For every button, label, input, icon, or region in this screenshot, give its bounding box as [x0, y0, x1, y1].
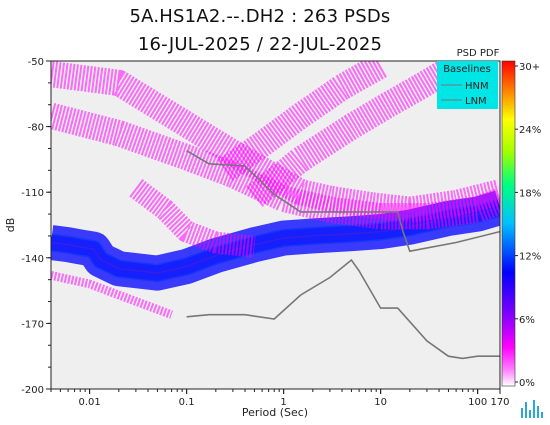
- legend-hnm-label: HNM: [465, 81, 489, 92]
- legend-lnm-label: LNM: [465, 96, 487, 107]
- density-band-4: [217, 61, 388, 181]
- y-tick-label-2: -110: [21, 188, 44, 199]
- chart-title: 5A.HS1A2.--.DH2 : 263 PSDs: [129, 6, 391, 27]
- y-tick-label-4: -170: [21, 319, 44, 330]
- baseline-lines: [186, 150, 500, 360]
- x-tick-label-5: 170: [490, 397, 509, 408]
- colorbar-title: PSD PDF: [457, 48, 500, 59]
- density-band-3: [51, 102, 500, 230]
- y-axis-ticks: -50 -80 -110 -140 -170 -200: [21, 57, 51, 396]
- y-tick-label-0: -50: [28, 57, 44, 68]
- colorbar-tick-label-4: 6%: [519, 315, 535, 326]
- x-tick-label-1: 0.1: [179, 397, 195, 408]
- plot-frame: [50, 60, 501, 390]
- colorbar-ticks: 30+ 24% 18% 12% 6% 0%: [515, 62, 541, 389]
- density-band-5: [246, 61, 463, 207]
- x-axis-ticks: 0.01 0.1 1 10 100 170: [50, 389, 510, 408]
- y-tick-label-1: -80: [28, 123, 44, 134]
- legend-title: Baselines: [443, 64, 491, 75]
- y-axis-label: dB: [4, 218, 17, 233]
- y-tick-label-5: -200: [21, 385, 44, 396]
- chart-subtitle: 16-JUL-2025 / 22-JUL-2025: [137, 34, 383, 55]
- colorbar: [501, 60, 516, 387]
- colorbar-tick-label-5: 0%: [519, 378, 535, 389]
- colorbar-tick-label-2: 18%: [519, 188, 541, 199]
- colorbar-tick-label-0: 30+: [519, 62, 540, 73]
- x-tick-label-2: 1: [280, 397, 286, 408]
- colorbar-tick-label-3: 12%: [519, 252, 541, 263]
- y-tick-label-3: -140: [21, 254, 44, 265]
- baseline-hnm: [186, 150, 500, 253]
- iris-logo-icon: [521, 400, 543, 418]
- density-band-7: [51, 271, 174, 319]
- x-tick-label-4: 100: [468, 397, 487, 408]
- x-tick-label-0: 0.01: [78, 397, 100, 408]
- x-axis-label: Period (Sec): [242, 406, 308, 419]
- x-tick-label-3: 10: [374, 397, 387, 408]
- density-band-6: [129, 179, 256, 258]
- baselines-legend: Baselines HNM LNM: [437, 61, 498, 109]
- baseline-lnm: [186, 258, 500, 360]
- colorbar-tick-label-1: 24%: [519, 125, 541, 136]
- density-bands: [51, 61, 500, 319]
